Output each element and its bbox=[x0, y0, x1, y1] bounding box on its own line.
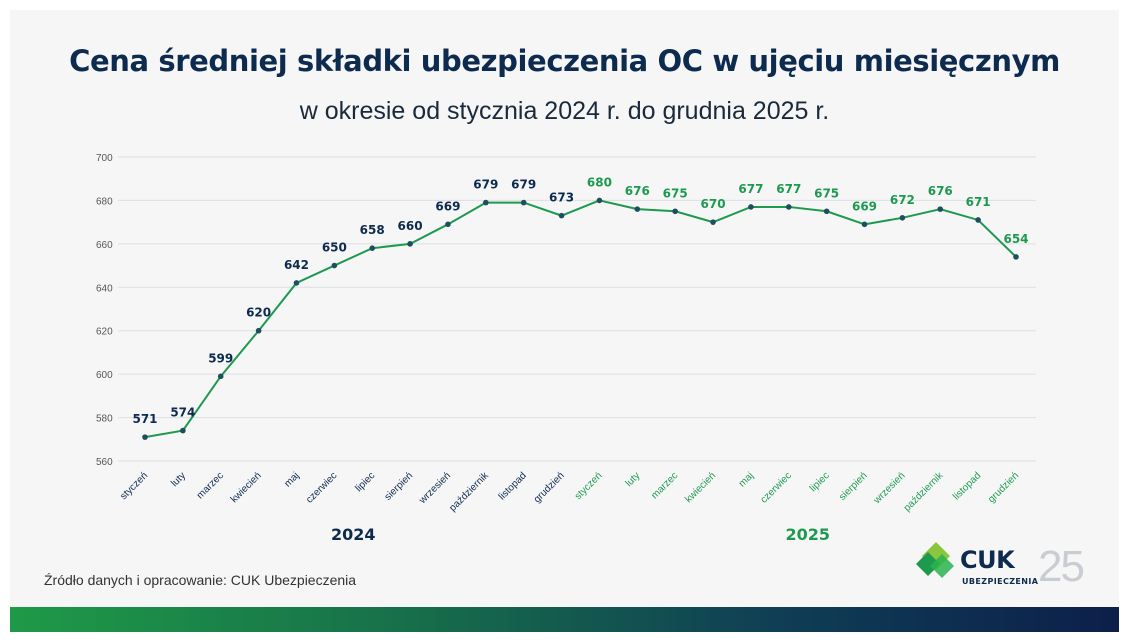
cuk-diamond-icon bbox=[916, 542, 954, 578]
x-tick-label: wrzesień bbox=[871, 470, 907, 506]
chart-subtitle: w okresie od stycznia 2024 r. do grudnia… bbox=[299, 97, 830, 125]
data-label: 675 bbox=[663, 186, 688, 200]
data-label: 660 bbox=[398, 219, 423, 233]
x-tick-label: maj bbox=[282, 470, 301, 489]
data-label: 620 bbox=[246, 306, 271, 320]
y-tick-label: 580 bbox=[96, 414, 113, 425]
data-label: 642 bbox=[284, 258, 309, 272]
data-label: 671 bbox=[966, 195, 991, 209]
data-point bbox=[937, 206, 944, 212]
x-tick-label: sierpień bbox=[383, 470, 416, 503]
data-point bbox=[558, 212, 565, 219]
data-label: 574 bbox=[170, 406, 195, 420]
data-point bbox=[369, 245, 376, 251]
y-tick-label: 700 bbox=[96, 153, 113, 164]
data-point bbox=[445, 221, 451, 228]
data-label: 673 bbox=[549, 191, 574, 205]
y-tick-label: 680 bbox=[96, 196, 113, 207]
x-tick-label: kwiecień bbox=[683, 470, 718, 505]
data-label: 654 bbox=[1003, 232, 1028, 246]
x-tick-label: wrzesień bbox=[417, 470, 453, 506]
x-tick-label: styczeń bbox=[118, 470, 150, 502]
y-tick-label: 640 bbox=[96, 283, 113, 294]
x-tick-label: czerwiec bbox=[759, 470, 794, 505]
year-group-label: 2025 bbox=[785, 525, 830, 544]
data-point bbox=[293, 280, 300, 286]
data-point bbox=[672, 208, 678, 215]
y-tick-label: 600 bbox=[96, 370, 113, 381]
data-point bbox=[483, 199, 489, 206]
data-label: 675 bbox=[814, 186, 839, 200]
x-tick-label: luty bbox=[169, 470, 188, 489]
x-tick-label: marzec bbox=[195, 470, 226, 501]
data-label: 677 bbox=[738, 182, 763, 196]
y-tick-label: 560 bbox=[96, 457, 113, 468]
logo-name: CUK bbox=[960, 546, 1015, 574]
chart-panel bbox=[10, 10, 1119, 632]
x-tick-label: kwiecień bbox=[229, 470, 264, 505]
data-point bbox=[217, 373, 224, 380]
data-point bbox=[1013, 254, 1019, 260]
data-point bbox=[785, 204, 792, 210]
x-tick-label: październik bbox=[447, 470, 491, 514]
chart-title: Cena średniej składki ubezpieczenia OC w… bbox=[69, 44, 1060, 78]
data-label: 599 bbox=[208, 351, 233, 365]
x-tick-label: czerwiec bbox=[304, 470, 339, 505]
data-point bbox=[180, 427, 186, 434]
x-tick-label: grudzień bbox=[986, 470, 1021, 505]
data-point bbox=[899, 215, 906, 221]
logo-subtitle: UBEZPIECZENIA bbox=[962, 577, 1039, 586]
data-label: 679 bbox=[473, 178, 498, 192]
x-tick-label: luty bbox=[624, 470, 643, 489]
x-tick-label: maj bbox=[737, 470, 756, 489]
data-point bbox=[407, 241, 413, 247]
y-tick-label: 660 bbox=[96, 240, 113, 251]
data-label: 669 bbox=[852, 199, 877, 213]
company-logo: CUK UBEZPIECZENIA 25 bbox=[916, 540, 1096, 596]
data-label: 680 bbox=[587, 175, 612, 189]
data-point bbox=[634, 206, 641, 212]
data-label: 676 bbox=[928, 184, 953, 198]
data-point bbox=[255, 327, 262, 334]
data-point bbox=[823, 208, 830, 215]
x-tick-label: lipiec bbox=[808, 470, 832, 494]
data-point bbox=[748, 204, 754, 210]
data-label: 658 bbox=[360, 223, 385, 237]
x-tick-label: sierpień bbox=[837, 470, 870, 503]
data-point bbox=[596, 197, 603, 204]
x-tick-label: listopad bbox=[951, 470, 983, 502]
series-line bbox=[144, 199, 1017, 439]
data-point bbox=[861, 221, 868, 228]
x-tick-label: marzec bbox=[649, 470, 680, 501]
x-tick-label: listopad bbox=[497, 470, 529, 502]
x-tick-label: lipiec bbox=[353, 470, 377, 494]
anniversary-badge: 25 bbox=[1038, 542, 1085, 591]
data-label: 672 bbox=[890, 193, 915, 207]
data-label: 679 bbox=[511, 178, 536, 192]
data-point bbox=[520, 199, 527, 206]
data-label: 650 bbox=[322, 241, 347, 255]
source-note: Źródło danych i opracowanie: CUK Ubezpie… bbox=[44, 572, 357, 588]
data-point bbox=[331, 262, 338, 269]
data-point bbox=[142, 434, 148, 440]
data-label: 571 bbox=[132, 412, 157, 426]
data-point bbox=[975, 217, 981, 223]
x-tick-label: styczeń bbox=[573, 470, 605, 502]
x-tick-label: grudzień bbox=[532, 470, 567, 505]
data-label: 676 bbox=[625, 184, 650, 198]
data-label: 670 bbox=[701, 197, 726, 211]
bottom-gradient-bar bbox=[10, 607, 1119, 632]
data-point bbox=[710, 219, 716, 225]
x-tick-label: październik bbox=[902, 470, 946, 514]
y-tick-label: 620 bbox=[96, 327, 113, 338]
data-label: 669 bbox=[435, 199, 460, 213]
data-label: 677 bbox=[776, 182, 801, 196]
year-group-label: 2024 bbox=[331, 525, 376, 544]
